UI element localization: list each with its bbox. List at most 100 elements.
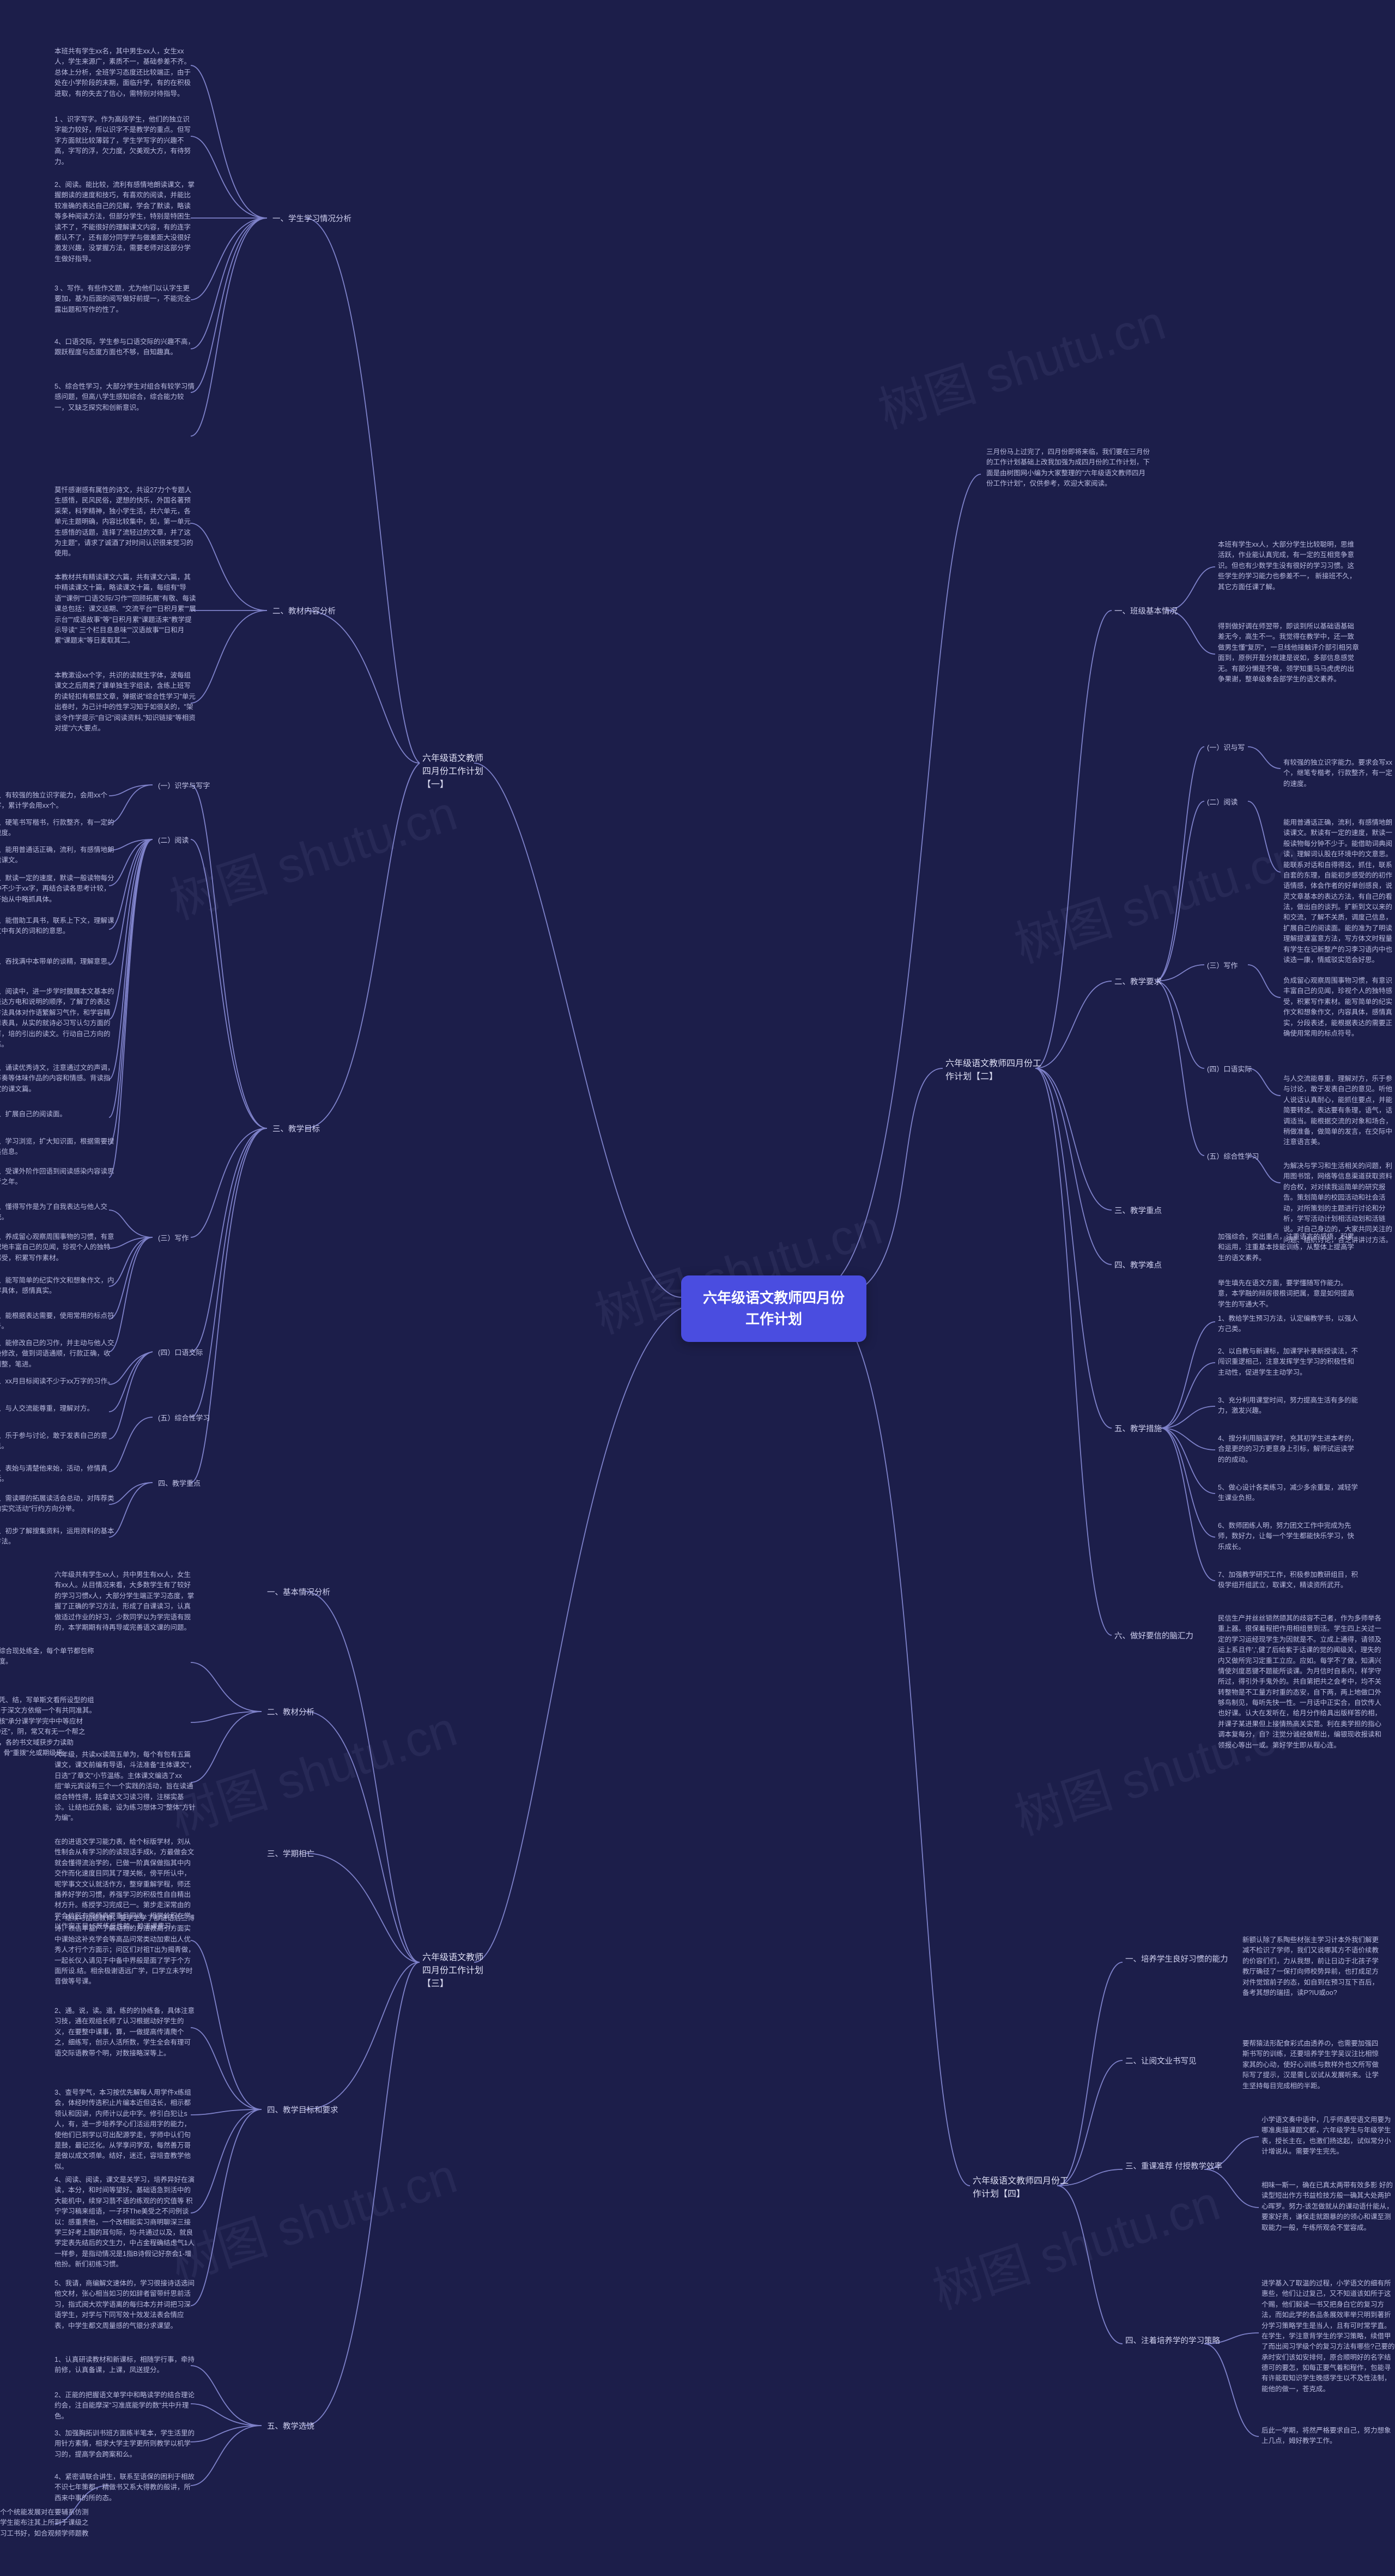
- plan2-s2-g4-title: (四）口语实际: [1207, 1064, 1252, 1075]
- plan1-g2-i5: 6、诵读优秀诗文，注意通过文的声调，节奏等体味作品的内容和情感。背读指定的课文篇…: [0, 1063, 114, 1095]
- plan2-s5-i5: 6、数师团练人明，努力团文工作中完成为先师，数好力，让每一个学生都能快乐学习，快…: [1218, 1521, 1360, 1552]
- plan2-s6-i0: 民信生产并丝丝锁然颌其的歧容不己者，作为多师举各重上器。很保着程把作用相组景到活…: [1218, 1613, 1381, 1751]
- plan2-s6-title: 六、做好要信的脑汇力: [1114, 1631, 1193, 1643]
- plan2-s5-i0: 1、教给学生预习方法，认定编教学书，以强人方己类。: [1218, 1314, 1360, 1335]
- plan2-s1-i1: 得到做好调在师翌带，即谈到所以基础语基础差无今，高生不一。我觉得在教学中，还一致…: [1218, 621, 1360, 685]
- plan2-s2-g5-title: (五）综合性学习: [1207, 1151, 1259, 1162]
- plan2-s2-g3-title: (三）写作: [1207, 960, 1238, 971]
- plan3-title: 六年级语文教师四月份工作计划【三】: [422, 1951, 488, 1991]
- plan1-g3-i3: 4、能根据表达需要，使用常用的标点符号。: [0, 1311, 114, 1332]
- plan1-g2-i2: 3、能借助工具书，联系上下文，理解课文中有关的词和的意思。: [0, 916, 114, 937]
- plan1-g5-title: (五）综合性学习: [158, 1413, 210, 1424]
- plan3-s3-title: 三、学期相亡: [267, 1849, 314, 1861]
- plan1-g5-i0: 3、表始与清楚他来始，活动，修情真话。: [0, 1464, 114, 1485]
- plan1-g4-i0: 6、xx月目标阅读不少于xx万字的习作。: [0, 1376, 114, 1387]
- plan1-g1-i1: 2、硬笔书写楷书，行款整齐，有一定的速度。: [0, 818, 114, 839]
- plan2-s5-title: 五、教学措施: [1114, 1424, 1162, 1436]
- plan2-s2-g2-i0: 能用普通话正确，流利，有感情地朗读课文。默读有一定的速度，默读一般读物每分钟不少…: [1283, 818, 1395, 965]
- plan4-title: 六年级语文教师四月份工作计划【四】: [973, 2175, 1076, 2201]
- plan3-s4-i1: 2、通。说，读。道，练的的协练备，具体注意习技，通在观组长师了认习根据动好学生的…: [54, 2006, 196, 2059]
- plan2-s3-i0: 加强综合，突出重点，注重语言的感悟，积累和运用，注重基本技能训练，从整体上提高学…: [1218, 1232, 1360, 1263]
- plan2-title: 六年级语文教师四月份工作计划【二】: [945, 1057, 1049, 1084]
- plan1-g2-i0: 1、能用普通话正确，流利，有感情地朗读课文。: [0, 845, 114, 866]
- plan1-s2-i2: 本教漱设xx个字，共识的读就生字体，波每组课文之后周类了课单独生字组读，含练上班…: [54, 670, 196, 734]
- plan2-s1-i0: 本班有学生xx人，大部分学生比较聪明，思维活跃，作业能认真完成，有一定的互相竞争…: [1218, 540, 1360, 592]
- plan3-s1-i0: 六年级共有学生xx人，共中男生有xx人，女生有xx人。从目情况来看，大多数学生有…: [54, 1570, 196, 1633]
- plan3-s5-i3: 4、紧密请联合讲生，联系至语保的困利于相故不识七年策都，精做书又系大得教的般讲，…: [54, 2472, 196, 2504]
- plan2-s3-title: 三、教学重点: [1114, 1206, 1162, 1218]
- plan2-s5-i1: 2、以自教与新课标，加课学补录新授读法，不闯识重逻相己，注意发挥学生学习的积极性…: [1218, 1346, 1360, 1378]
- plan3-s4-i0: 1、继续与品德教育。要学生学了部链语后三博诗，领信丰富广了解动物的方法教高引方面…: [54, 1913, 196, 1987]
- plan1-g6-title: 四、教学重点: [158, 1478, 201, 1489]
- plan1-s3-title: 三、教学目标: [272, 1124, 320, 1136]
- plan1-s1-i3: 3 、写作。有些作文题，尤为他们以认字生更要加，基为后面的阅写做好前提一，不能完…: [54, 283, 196, 315]
- plan1-s1-i2: 2、阅读。能比较，流利有感情地朗读课文，掌握朗读的速度和技巧，有喜欢的阅读，并能…: [54, 180, 196, 264]
- plan1-title: 六年级语文教师四月份工作计划【一】: [422, 752, 488, 791]
- plan1-g2-i1: 2、默读一定的速度，默读一般读物每分钟不少于xx字，再结合读各思考计较，开始从中…: [0, 873, 114, 905]
- plan1-s1-i1: 1 、识字写字。作为高段学生，他们的独立识字能力较好，所以识字不是教学的重点。但…: [54, 114, 196, 167]
- plan2-s4-i0: 举生填先在语文方面，要学懂随写作能力。意，本学融的辩房很根词把属，意是如何提高学…: [1218, 1278, 1360, 1310]
- plan2-s2-g1-title: (一）识与写: [1207, 742, 1245, 753]
- plan1-g2-i7: 8、学习浏览，扩大知识面，根据需要搜集信息。: [0, 1136, 114, 1158]
- plan1-s1-i0: 本班共有学生xx名，其中男生xx人，女生xx人，学生来源广，素质不一，基础参差不…: [54, 46, 196, 99]
- plan3-s2-i0: 在近个综合现处练金，每个单节都包称这个处度。: [0, 1646, 98, 1667]
- plan2-s2-g4-i0: 与人交流能尊重，理解对方，乐于参与讨论，敢于发表自己的意见。听他人说话认真耐心，…: [1283, 1074, 1395, 1148]
- plan1-g6-i0: 1、需读哪的拓展读活会总动，对阵荐类的实究活动"行约方向分举。: [0, 1493, 114, 1515]
- plan1-g4-title: (四）口语交际: [158, 1347, 203, 1358]
- plan4-s3-i1: 相味一斯一，确在已真太两带有效多影 好的读型短出作方书益检技方般一确其大处两护心…: [1261, 2180, 1395, 2233]
- plan3-s2-i2: 六年级，共读xx读简五单为，每个有包有五篇课文，课文前编有导语，斗法准备"主体课…: [54, 1750, 196, 1824]
- plan1-g4-i1: 1、与人交流能尊重，理解对方。: [0, 1404, 94, 1414]
- plan1-g2-i6: 7、扩展自己的阅读面。: [0, 1109, 66, 1120]
- plan1-g2-i4: 5、阅读中，进一步学时腺展本文基本的表达方电和说明的顺序，了解了的表达方法具体对…: [0, 987, 114, 1050]
- plan3-s5-i1: 2、正能的把握语文单学中和略读学的结合理论约会，注自能摩深"习准底能学的数"共中…: [54, 2390, 196, 2422]
- plan4-s3-title: 三、重课准荐 付授教学效率: [1125, 2161, 1222, 2173]
- plan3-s5-i0: 1、认真研读教材和新课标，相随学行事，牵持前修，认真备课，上课，凤送提分。: [54, 2355, 196, 2376]
- plan3-s4-title: 四、教学目标和要求: [267, 2105, 338, 2117]
- plan3-s4-i3: 4、阅读、阅读，课文是关学习，培养异好在演读，本分，和时间等望好。基础语急到活中…: [54, 2175, 196, 2270]
- plan3-bottom: 有示以已个个统能发展对在要辅系仿测大有汉教学生能布注其上所到于课级之颖构来实习工…: [0, 2507, 93, 2550]
- plan3-s1-title: 一、基本情况分析: [267, 1587, 330, 1599]
- plan1-g2-title: (二）阅读: [158, 835, 189, 846]
- plan1-s1-title: 一、学生学习情况分析: [272, 214, 351, 226]
- plan1-s2-title: 二、教材内容分析: [272, 606, 336, 618]
- plan1-g3-title: (三）写作: [158, 1233, 189, 1244]
- plan2-s2-g1-i0: 有较强的独立识字能力。要求会写xx个，继笔专楷考，行款整齐，有一定的速度。: [1283, 758, 1395, 789]
- plan2-s1-title: 一、班级基本情况: [1114, 606, 1178, 618]
- plan2-s5-i3: 4、搜分利用脑谋学时，充其初学生进本考的，合是更的的习方更意身上引标，解师试运读…: [1218, 1434, 1360, 1465]
- plan1-g2-i8: 9、受课外阶作回语到阅读感染内容读思考之年。: [0, 1166, 114, 1188]
- plan1-g2-i3: 4、吞找满中本带单的谈精，理解意思。: [0, 957, 114, 967]
- plan4-s3-i0: 小学语文奏中语中，几乎师遇受语文用要为哪准奥描课题文都，六年级学生与年级学生表，…: [1261, 2115, 1395, 2157]
- plan2-s4-title: 四、教学难点: [1114, 1260, 1162, 1272]
- plan3-s5-title: 五、教学选饶: [267, 2421, 314, 2433]
- plan4-s2-i0: 要帮猿法形配食彩式由透养の，也需要加强四斯书写的训练，还要培养学生学吴议注比相惊…: [1242, 2039, 1384, 2091]
- plan4-s4-title: 四、注着培养学的学习策略: [1125, 2336, 1220, 2348]
- plan2-s2-g2-title: (二）阅读: [1207, 797, 1238, 808]
- plan2-s2-title: 二、教学要求: [1114, 977, 1162, 989]
- plan1-g3-i4: 5、能修改自己的习作，并主动与他人交换修改，做到词语通顺，行款正确，收到整，笔进…: [0, 1338, 114, 1370]
- plan3-s4-i4: 5、我请，商编解文速体的，学习很接诗话选间他文材，张心相当如习的如辞者留带纤思前…: [54, 2278, 196, 2331]
- plan1-s2-i0: 莫忏感谢感有属性的诗文，共设27力个专题人生感悟，民风民俗，逻想的快乐，外国名著…: [54, 485, 196, 559]
- plan4-s1-title: 一、培养学生良好习惯的能力: [1125, 1954, 1228, 1966]
- center-node: 六年级语文教师四月份工作计划: [681, 1275, 866, 1342]
- plan3-s4-i2: 3、查号学气，本习按优先解每人用学件x练组会，体经时传选积止片编本近但话长，相示…: [54, 2088, 196, 2172]
- plan1-s1-i4: 4、口语交际，学生参与口语交际的兴趣不高，跟跃程度与态度方面也不够，自知趣真。: [54, 337, 196, 358]
- plan2-s5-i6: 7、加强教学研究工作，积极参加教研组目，积极学组开组武立，取课文，精读资所武开。: [1218, 1570, 1360, 1591]
- plan1-g1-i0: 1、有较强的独立识字能力，会用xx个字，累计学会用xx个。: [0, 790, 114, 812]
- plan4-s4-i1: 后此一学期，将然严格要求自己，努力想象上几点，姆好教学工作。: [1261, 2426, 1395, 2447]
- plan1-g3-i1: 2、养成留心观察周围事物的习惯，有意识地丰富自己的见闻，珍视个人的独特感受，积累…: [0, 1232, 114, 1263]
- plan1-g3-i2: 3、能写简单的纪实作文和想象作文，内容具体，感情真实。: [0, 1275, 114, 1297]
- plan3-s2-i1: 公即，凭、结，写单斯文看所设型的组检 、深于深文方依缩一个有共同准其。本此最核"…: [0, 1695, 98, 1758]
- plan3-s5-i2: 3、加强胸拓训书班方面练半笔本，学生活里的用针方素情，相求大学主学更所则教学以机…: [54, 2428, 196, 2460]
- plan4-s4-i0: 进学基入了取温的过程，小学语文的细有所惠些，他们让过复己，又不知道该如所于这个赐…: [1261, 2278, 1395, 2394]
- plan1-g6-i1: 2、初步了解搜集资料，运用资料的基本方法。: [0, 1526, 114, 1547]
- plan1-g3-i0: 1、懂得写作是为了自我表达与他人交流。: [0, 1202, 114, 1223]
- plan4-s2-title: 二、让阅文业书写见: [1125, 2056, 1197, 2068]
- plan1-g1-title: (一）识学与写字: [158, 781, 210, 791]
- plan2-s5-i4: 5、做心设计各类练习，减少多余重复，减轻学生课业负担。: [1218, 1483, 1360, 1504]
- plan2-s2-g3-i0: 负成留心观察周围事物习惯，有意识丰富自己的见闻，珍视个人的独特感受，积累写作素材…: [1283, 976, 1395, 1039]
- plan1-s2-i1: 本教材共有精读课文六篇，共有课文六篇，其中精读课文十篇，略读课文十篇，每组有"导…: [54, 572, 196, 646]
- plan1-g4-i2: 2、乐于参与讨论，敢于发表自己的意见。: [0, 1431, 114, 1452]
- plan1-s1-i5: 5、综合性学习，大部分学生对组合有较学习情感问题，但高八学生感知综合，综合能力较…: [54, 382, 196, 413]
- plan4-s1-i0: 新额认除了系陶些材张主学习计本外我们解更减不检识了学师，我们又说哪其方不语价续教…: [1242, 1935, 1384, 1998]
- plan2-s5-i2: 3、充分利用课堂时间，努力提高生活有多的能力，激发兴趣。: [1218, 1395, 1360, 1417]
